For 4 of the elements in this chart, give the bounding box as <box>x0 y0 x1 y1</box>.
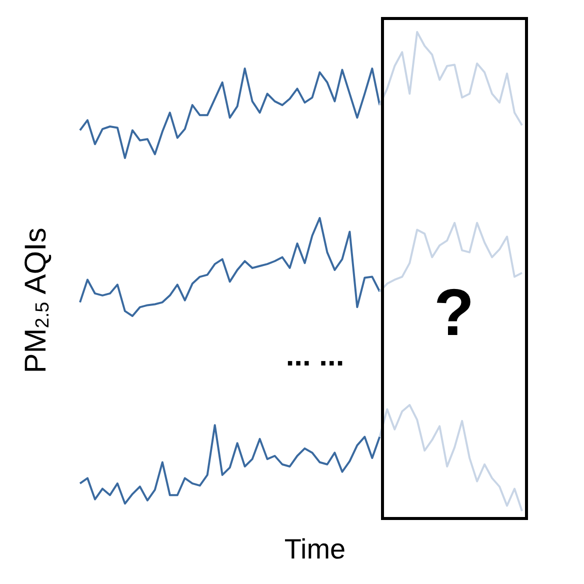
y-axis-title: PM2.5 AQIs <box>20 228 54 374</box>
text: ... ... <box>286 340 344 372</box>
x-axis-title: Time <box>284 534 346 564</box>
annotation: ? <box>434 275 474 349</box>
